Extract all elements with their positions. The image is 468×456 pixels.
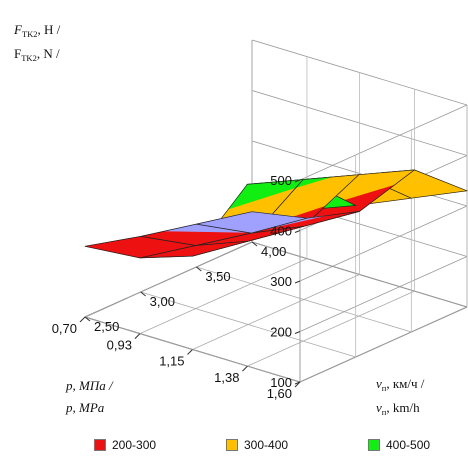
v-tick-mark (251, 241, 258, 247)
z-tick-mark (294, 230, 301, 233)
z-tick-mark (294, 331, 301, 334)
surface-plot (84, 169, 468, 259)
floor-gridline (196, 266, 412, 333)
v-axis-title-line2: vп, km/h (376, 400, 420, 417)
wall-gridline (299, 306, 468, 383)
p-axis-title-line1: p, МПа / (65, 378, 114, 393)
surface-cell-outline (84, 236, 196, 259)
z-tick-label: 300 (270, 274, 292, 289)
floor-gridline (84, 241, 253, 318)
v-tick-mark (196, 266, 202, 272)
p-tick-label: 1,15 (159, 354, 184, 369)
v-tick-label: 2,50 (94, 319, 119, 334)
v-tick-mark (140, 291, 146, 297)
p-tick-mark (79, 316, 86, 323)
legend-swatch (226, 439, 238, 451)
z-axis-title-line2: FTK2, N / (14, 46, 60, 63)
z-tick-label: 500 (270, 173, 292, 188)
p-tick-mark (294, 381, 301, 388)
surface-chart: 100 200 300 400 500 1,60 1,38 1,15 0,93 0,70 2,50 3… (13, 22, 468, 417)
legend-swatch (368, 439, 380, 451)
z-axis-title-line1: FTK2, Н / (13, 22, 61, 39)
v-tick-label: 3,50 (205, 269, 230, 284)
v-tick-mark (84, 316, 91, 322)
v-tick-label: 3,00 (150, 294, 175, 309)
chart-legend: 200-300 300-400 400-500 (0, 438, 468, 456)
wall-gridline (299, 104, 468, 181)
z-tick-label: 200 (270, 325, 292, 340)
p-tick-label: 1,38 (214, 370, 239, 385)
floor-gridline (192, 274, 360, 350)
z-tick-label: 100 (270, 375, 292, 390)
p-axis-title-line2: p, MPa (65, 400, 105, 415)
legend-item-300-400: 300-400 (226, 438, 288, 452)
p-tick-label: 1,60 (267, 386, 292, 401)
v-tick-label: 4,00 (261, 244, 286, 259)
z-tick-label: 400 (270, 224, 292, 239)
legend-item-400-500: 400-500 (368, 438, 430, 452)
floor-gridline (247, 290, 415, 367)
wall-gridline (299, 205, 468, 282)
legend-label: 400-500 (386, 438, 431, 452)
p-tick-mark (187, 349, 193, 355)
v-axis-title-line1: vп, км/ч / (376, 376, 425, 393)
z-tick-mark (294, 179, 301, 183)
p-tick-label: 0,93 (107, 338, 132, 353)
floor-gridline (139, 258, 308, 334)
wall-gridline (299, 256, 468, 332)
axis-ticks: 100 200 300 400 500 1,60 1,38 1,15 0,93 0,70 2,50 3… (52, 173, 301, 401)
p-tick-mark (242, 365, 248, 372)
legend-swatch (94, 439, 106, 451)
legend-label: 200-300 (112, 438, 157, 452)
legend-item-200-300: 200-300 (94, 438, 156, 452)
floor-gridline (140, 291, 356, 358)
p-tick-label: 0,70 (52, 321, 77, 336)
p-tick-mark (134, 333, 141, 339)
legend-label: 300-400 (244, 438, 289, 452)
z-tick-mark (294, 280, 301, 284)
